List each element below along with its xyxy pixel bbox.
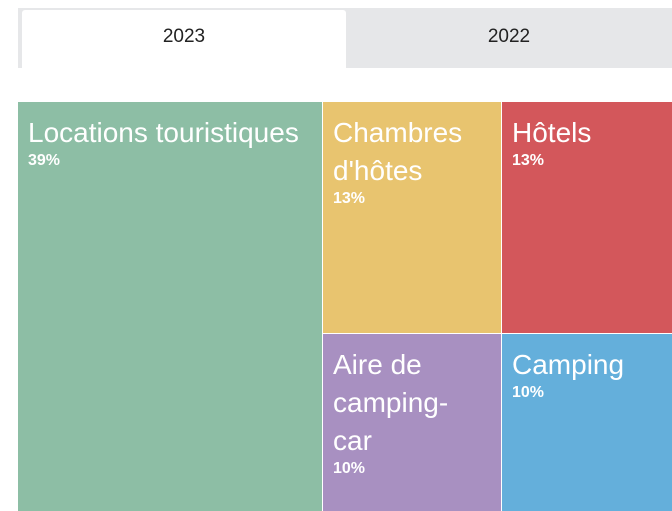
- treemap-cell: Camping 10%: [502, 334, 672, 511]
- cell-label: Hôtels: [512, 117, 592, 148]
- cell-label: Chambres d'hôtes: [333, 117, 463, 186]
- cell-label: Locations touristiques: [28, 117, 299, 148]
- cell-value: 13%: [512, 152, 545, 169]
- treemap-cell: Locations touristiques 39%: [18, 102, 322, 511]
- tab[interactable]: 2022: [487, 26, 531, 47]
- tab[interactable]: 2023: [22, 10, 346, 68]
- cell-value: 13%: [333, 190, 366, 207]
- cell-label: Camping: [512, 349, 625, 380]
- treemap-cell: Hôtels 13%: [502, 102, 672, 333]
- cell-value: 39%: [28, 152, 61, 169]
- treemap-cell: Chambres d'hôtes 13%: [323, 102, 501, 333]
- treemap-cell: Aire de camping-car 10%: [323, 334, 501, 511]
- cell-label: Aire de camping-car: [333, 349, 449, 456]
- cell-value: 10%: [512, 384, 545, 401]
- cell-value: 10%: [333, 460, 366, 477]
